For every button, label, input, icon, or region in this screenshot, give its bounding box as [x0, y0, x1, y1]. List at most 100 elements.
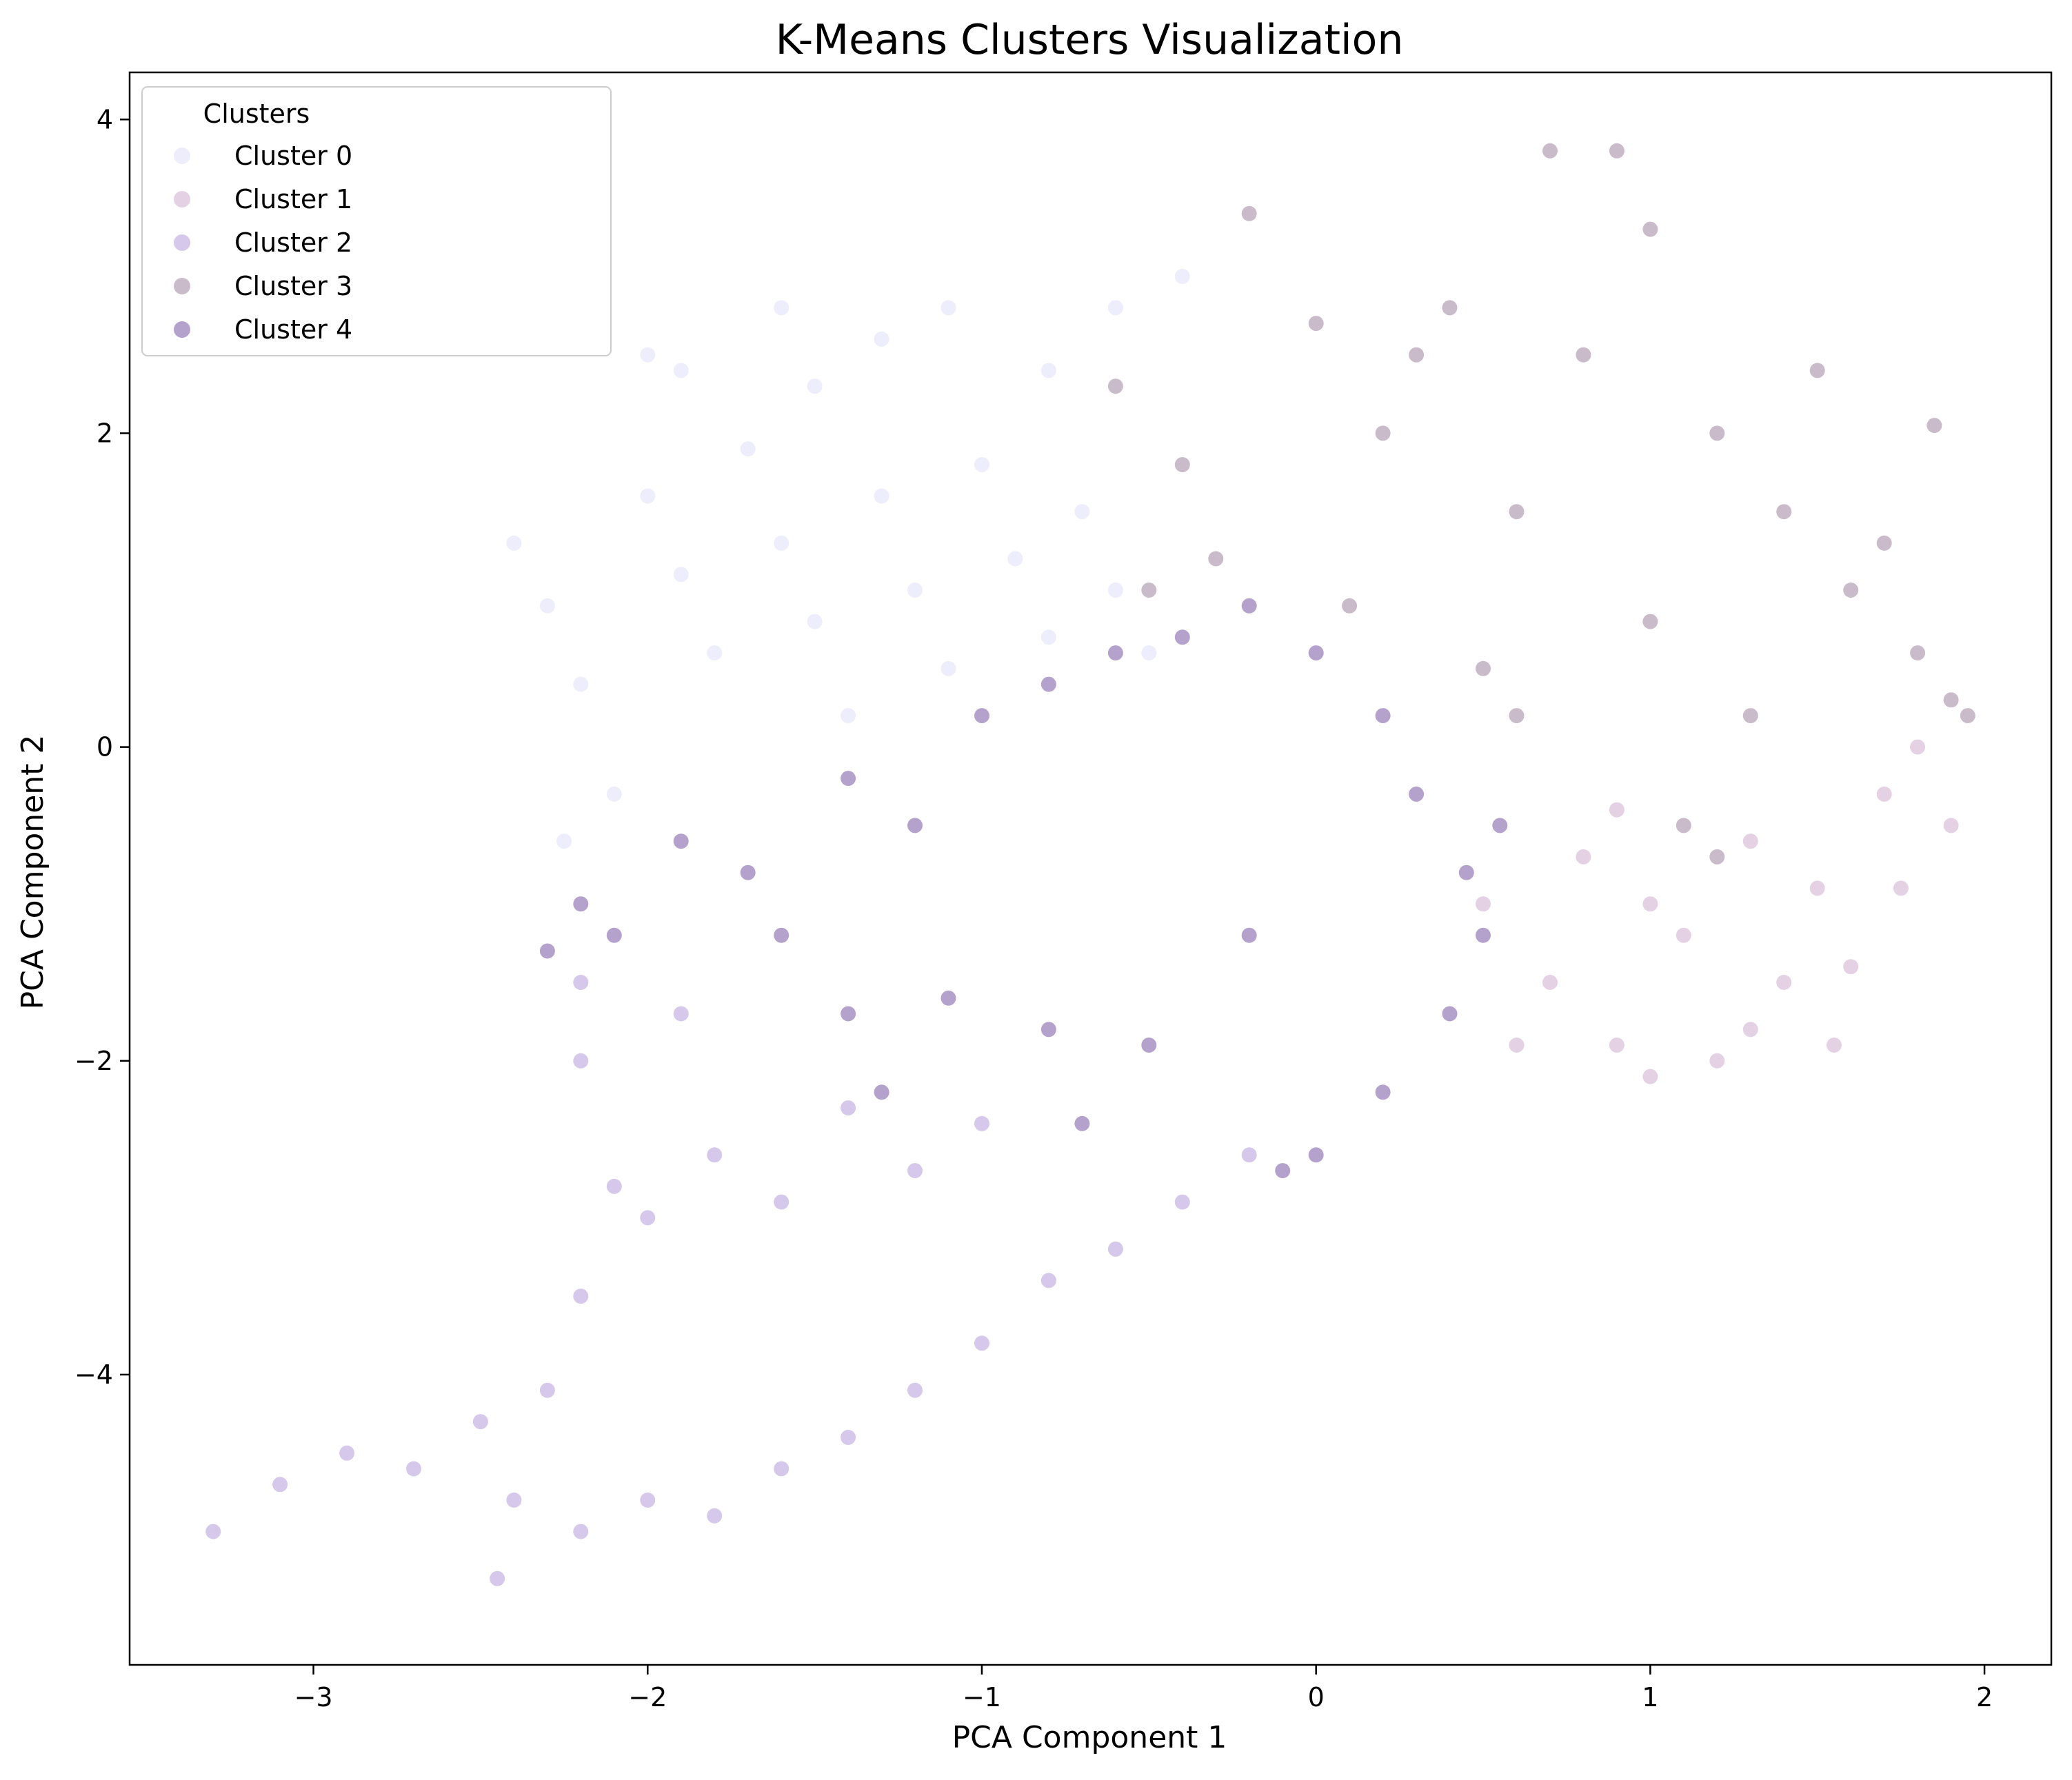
cluster-3-point — [1208, 551, 1224, 567]
legend-marker-cluster-3 — [174, 278, 190, 294]
plot-frame — [128, 71, 2053, 1666]
cluster-2-point — [707, 1508, 723, 1524]
cluster-2-point — [841, 1100, 856, 1116]
cluster-2-point — [841, 1430, 856, 1445]
cluster-4-point — [974, 708, 989, 724]
cluster-0-point — [1040, 629, 1056, 645]
y-tick-label: −4 — [74, 1359, 113, 1390]
cluster-3-point — [1709, 425, 1725, 441]
cluster-0-point — [1040, 363, 1056, 378]
cluster-4-point — [1074, 1115, 1090, 1131]
cluster-4-point — [1040, 676, 1056, 692]
cluster-2-point — [673, 1006, 689, 1022]
cluster-2-point — [1040, 1273, 1056, 1288]
cluster-4-point — [1241, 598, 1257, 614]
cluster-3-point — [1809, 363, 1825, 378]
cluster-2-point — [490, 1570, 505, 1586]
cluster-0-point — [740, 441, 756, 457]
cluster-1-point — [1609, 1038, 1625, 1053]
cluster-4-point — [841, 1006, 856, 1022]
cluster-1-point — [1642, 1069, 1658, 1084]
y-tick-label: 2 — [97, 418, 113, 448]
cluster-0-point — [841, 708, 856, 724]
cluster-0-point — [573, 676, 589, 692]
cluster-2-point — [573, 1524, 589, 1539]
cluster-3-point — [1442, 300, 1458, 316]
cluster-3-point — [1927, 418, 1942, 434]
cluster-3-point — [1342, 598, 1358, 614]
cluster-2-point — [573, 1288, 589, 1304]
x-tick-label: 2 — [1976, 1682, 1993, 1712]
cluster-3-point — [1910, 645, 1926, 661]
cluster-4-point — [1442, 1006, 1458, 1022]
cluster-1-point — [1642, 896, 1658, 912]
cluster-2-point — [640, 1493, 656, 1508]
cluster-3-point — [1843, 583, 1859, 598]
cluster-2-point — [774, 1461, 789, 1477]
cluster-0-point — [941, 300, 956, 316]
cluster-4-point — [941, 990, 956, 1006]
legend-label-cluster-0: Cluster 0 — [234, 141, 352, 171]
cluster-1-point — [1742, 1022, 1758, 1038]
cluster-0-point — [673, 363, 689, 378]
cluster-4-point — [1275, 1163, 1291, 1179]
x-tick-label: 0 — [1308, 1682, 1325, 1712]
cluster-2-point — [205, 1524, 221, 1539]
cluster-4-point — [1458, 864, 1474, 880]
legend-label-cluster-3: Cluster 3 — [234, 271, 352, 301]
legend-marker-cluster-4 — [174, 321, 190, 338]
y-tick-label: 4 — [97, 104, 113, 134]
x-tick-label: 1 — [1642, 1682, 1658, 1712]
cluster-4-point — [874, 1084, 889, 1100]
cluster-0-point — [556, 833, 572, 849]
cluster-1-point — [1609, 802, 1625, 818]
cluster-4-point — [1476, 927, 1491, 943]
cluster-2-point — [573, 1053, 589, 1069]
cluster-0-point — [807, 614, 823, 629]
cluster-3-point — [1776, 504, 1792, 520]
cluster-3-point — [1609, 143, 1625, 159]
cluster-4-point — [841, 771, 856, 787]
cluster-4-point — [573, 896, 589, 912]
cluster-0-point — [1174, 268, 1190, 284]
cluster-0-point — [1141, 645, 1157, 661]
cluster-2-point — [606, 1178, 622, 1194]
cluster-0-point — [1074, 504, 1090, 520]
cluster-4-point — [1241, 927, 1257, 943]
cluster-2-point — [640, 1210, 656, 1226]
cluster-4-point — [606, 927, 622, 943]
cluster-0-point — [941, 660, 956, 676]
cluster-4-point — [740, 864, 756, 880]
cluster-4-point — [1492, 818, 1508, 833]
cluster-4-point — [1409, 786, 1425, 802]
cluster-1-point — [1893, 880, 1909, 896]
legend-box — [141, 86, 612, 356]
cluster-3-point — [1476, 660, 1491, 676]
cluster-3-point — [1174, 457, 1190, 472]
cluster-1-point — [1776, 975, 1792, 990]
cluster-4-point — [1375, 708, 1391, 724]
cluster-1-point — [1542, 975, 1558, 990]
y-tick-label: −2 — [74, 1046, 113, 1076]
legend-marker-cluster-2 — [174, 234, 190, 251]
cluster-1-point — [1476, 896, 1491, 912]
legend-marker-cluster-1 — [174, 191, 190, 208]
cluster-4-point — [1375, 1084, 1391, 1100]
cluster-1-point — [1876, 786, 1892, 802]
y-axis: −4 −2 0 2 4 — [74, 104, 130, 1390]
cluster-0-point — [640, 347, 656, 363]
x-tick-label: −2 — [628, 1682, 667, 1712]
cluster-0-point — [539, 598, 555, 614]
x-axis: −3 −2 −1 0 1 2 — [294, 1665, 1993, 1712]
cluster-1-point — [1826, 1038, 1842, 1053]
chart-title: K-Means Clusters Visualization — [776, 16, 1404, 64]
cluster-2-point — [539, 1382, 555, 1398]
cluster-1-point — [1576, 849, 1591, 864]
cluster-1-point — [1843, 959, 1859, 975]
cluster-2-point — [1241, 1147, 1257, 1163]
cluster-3-point — [1709, 849, 1725, 864]
cluster-4-point — [1040, 1022, 1056, 1038]
legend-label-cluster-4: Cluster 4 — [234, 314, 352, 345]
x-axis-label: PCA Component 1 — [952, 1720, 1227, 1755]
cluster-0-point — [807, 378, 823, 394]
